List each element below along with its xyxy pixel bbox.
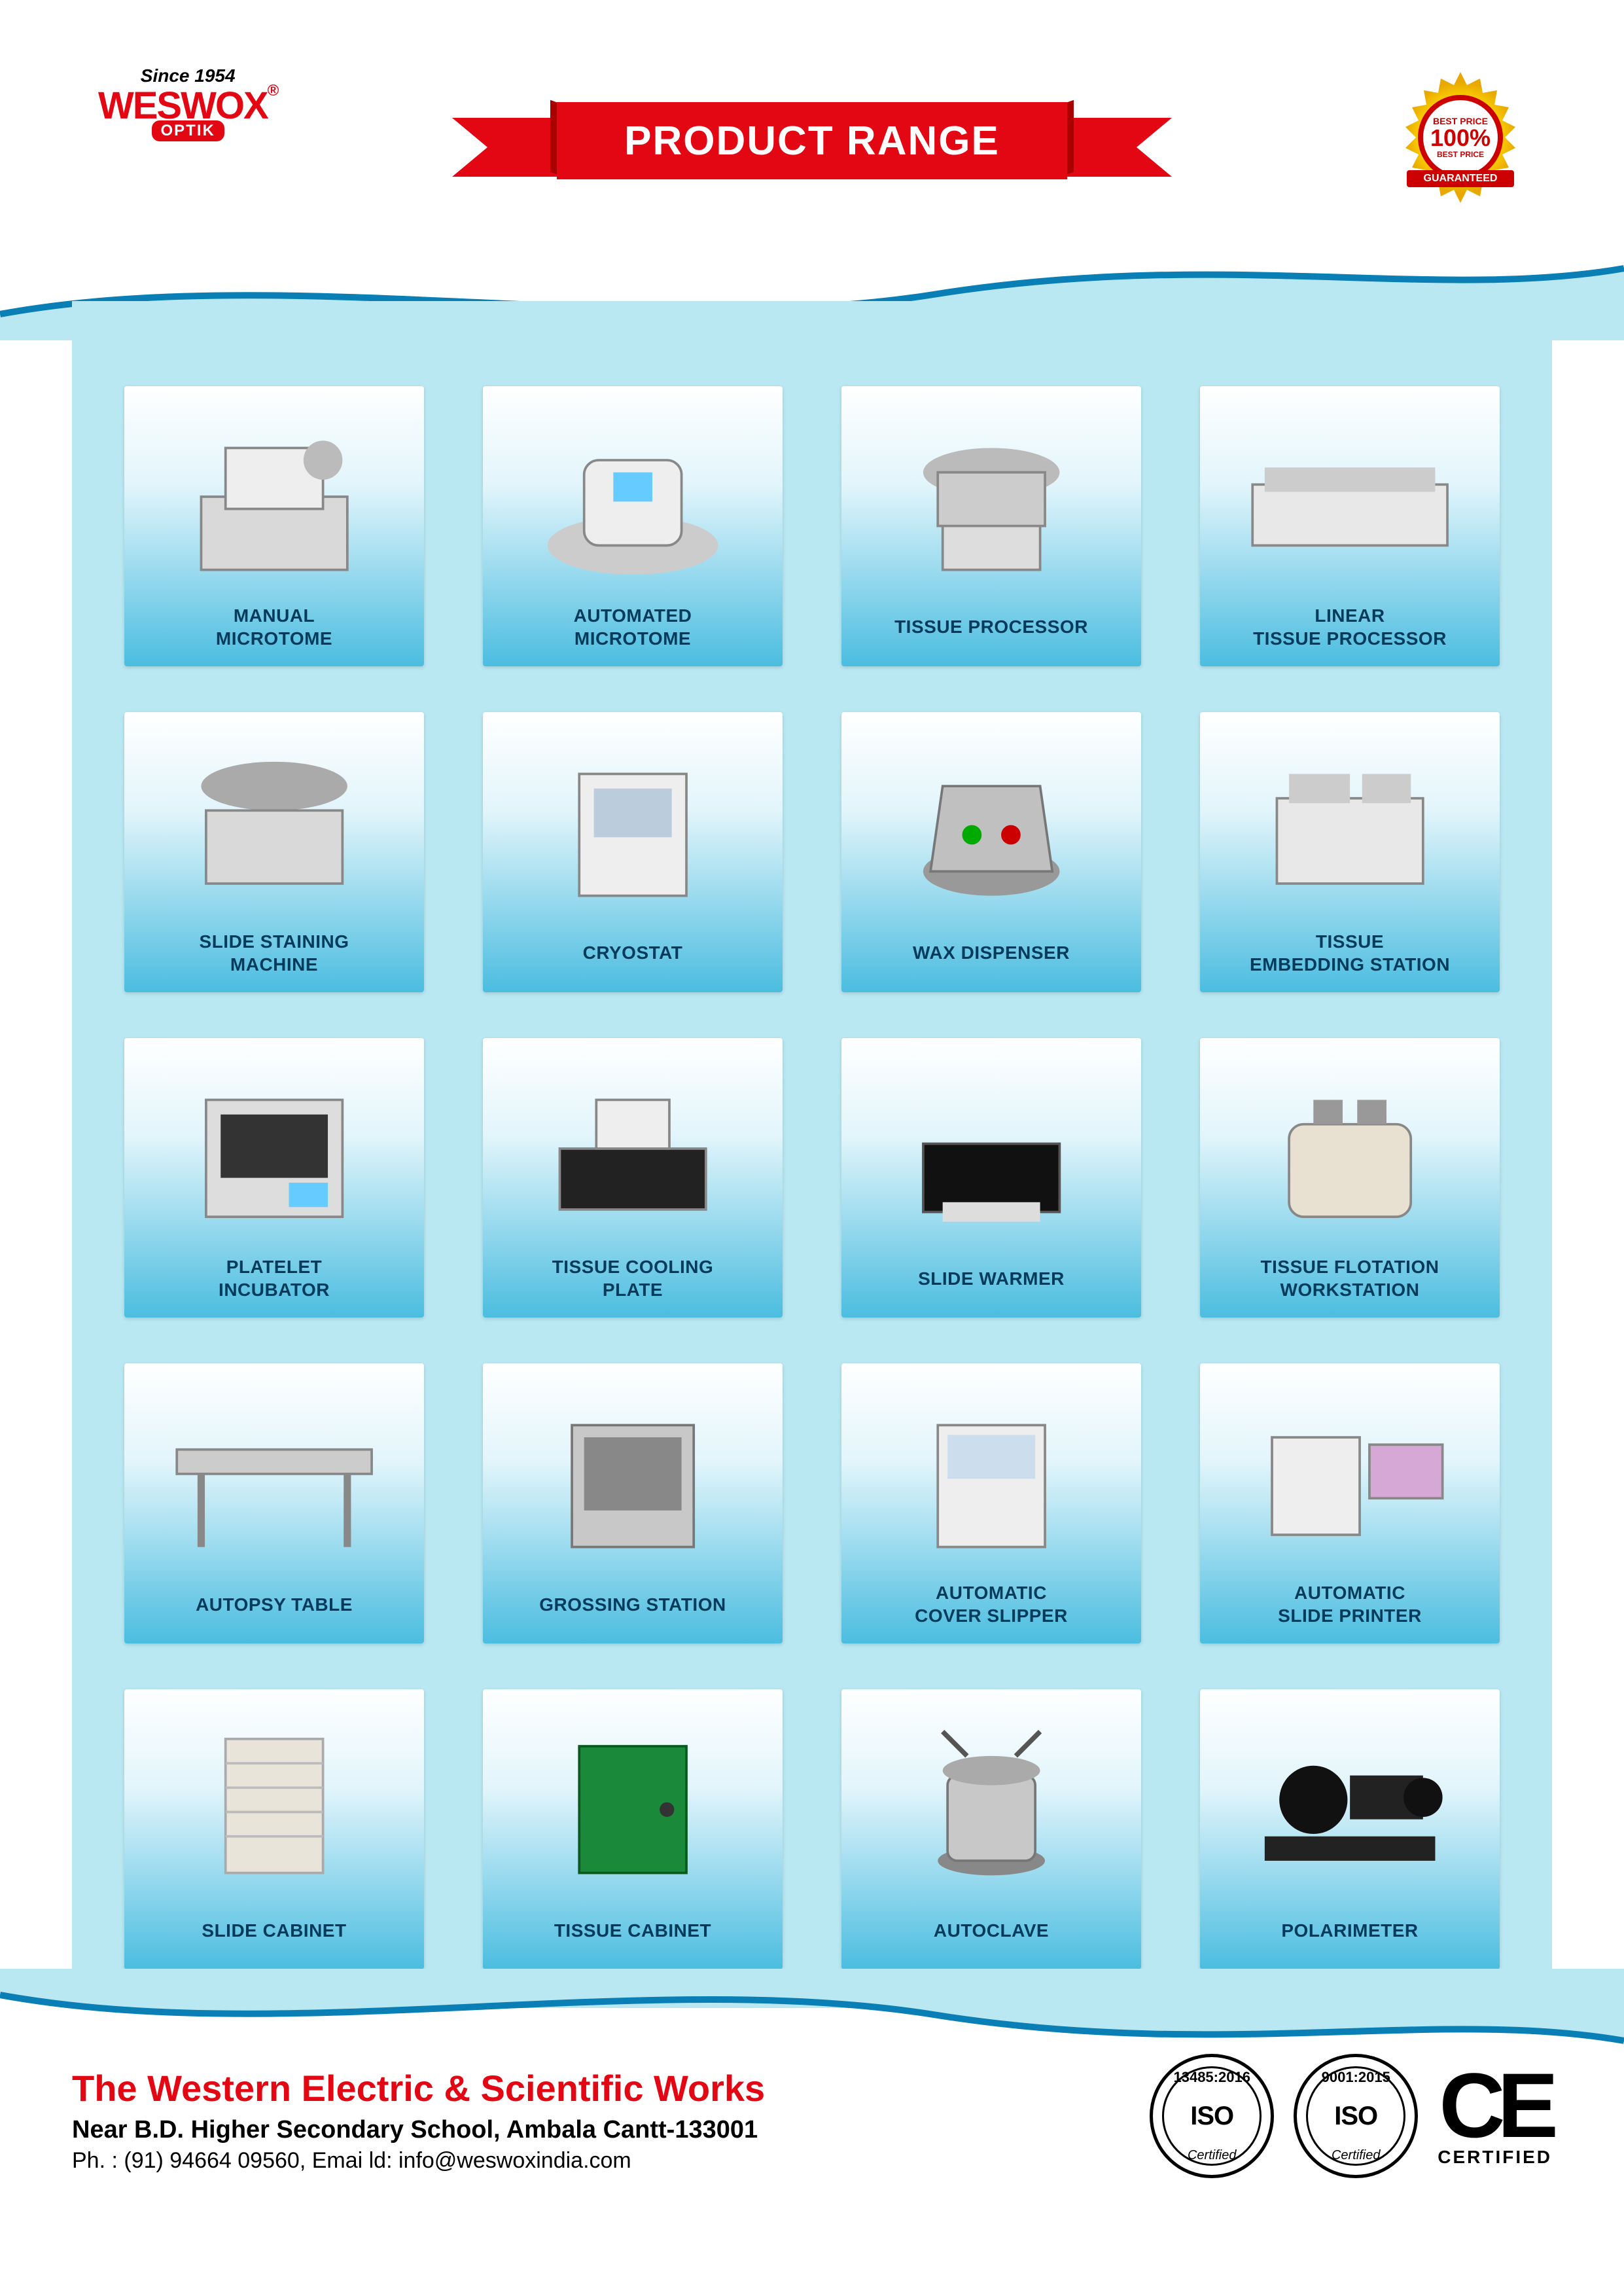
product-image-icon [152, 399, 396, 594]
product-label: TISSUE FLOTATIONWORKSTATION [1261, 1255, 1439, 1302]
product-label: SLIDE CABINET [202, 1907, 346, 1954]
product-card: SLIDE CABINET [124, 1689, 424, 1969]
product-card: CRYOSTAT [483, 712, 783, 992]
product-label: AUTOPSY TABLE [196, 1581, 353, 1628]
product-label: AUTOMATEDMICROTOME [574, 603, 692, 651]
logo-block: Since 1954 WESWOX® OPTIK [98, 65, 277, 141]
product-card: GROSSING STATION [483, 1363, 783, 1643]
ribbon-title: PRODUCT RANGE [624, 118, 1000, 164]
product-label: PLATELETINCUBATOR [219, 1255, 330, 1302]
reg-mark: ® [268, 82, 278, 99]
page: Since 1954 WESWOX® OPTIK PRODUCT RANGE B… [0, 0, 1624, 2296]
product-card: WAX DISPENSER [841, 712, 1141, 992]
product-card: SLIDE WARMER [841, 1038, 1141, 1318]
product-card: PLATELETINCUBATOR [124, 1038, 424, 1318]
product-label: SLIDE WARMER [918, 1255, 1065, 1302]
product-image-icon [152, 1702, 396, 1897]
product-image-icon [870, 1051, 1113, 1246]
product-card: AUTOMATICCOVER SLIPPER [841, 1363, 1141, 1643]
badge-percent: 100% [1430, 126, 1491, 150]
since-text: Since 1954 [98, 65, 277, 86]
footer: The Western Electric & Scientific Works … [72, 2067, 1552, 2237]
product-label: AUTOMATICSLIDE PRINTER [1278, 1581, 1422, 1628]
badge-banner: GUARANTEED [1407, 170, 1514, 187]
product-label: TISSUEEMBEDDING STATION [1250, 929, 1450, 977]
product-image-icon [1228, 725, 1472, 920]
product-label: CRYOSTAT [583, 929, 683, 977]
product-label: AUTOMATICCOVER SLIPPER [915, 1581, 1068, 1628]
product-card: TISSUE CABINET [483, 1689, 783, 1969]
product-label: WAX DISPENSER [913, 929, 1070, 977]
product-image-icon [1228, 1376, 1472, 1571]
product-card: SLIDE STAININGMACHINE [124, 712, 424, 992]
brand-text: WESWOX [98, 84, 268, 127]
product-label: SLIDE STAININGMACHINE [200, 929, 349, 977]
product-label: GROSSING STATION [539, 1581, 726, 1628]
iso-9001-badge: 9001:2015 ISO Certified [1294, 2054, 1418, 2178]
product-card: LINEARTISSUE PROCESSOR [1200, 386, 1500, 666]
product-card: TISSUEEMBEDDING STATION [1200, 712, 1500, 992]
product-card: TISSUE FLOTATIONWORKSTATION [1200, 1038, 1500, 1318]
product-image-icon [152, 1051, 396, 1246]
product-image-icon [511, 725, 754, 920]
iso2-std: 9001:2015 [1322, 2069, 1390, 2086]
badge-mid-text: BEST PRICE [1437, 150, 1484, 159]
iso1-std: 13485:2016 [1173, 2069, 1250, 2086]
iso2-bot: Certified [1332, 2148, 1380, 2163]
product-card: AUTOMATICSLIDE PRINTER [1200, 1363, 1500, 1643]
product-image-icon [511, 399, 754, 594]
certifications: 13485:2016 ISO Certified 9001:2015 ISO C… [1150, 2054, 1552, 2178]
product-image-icon [152, 1376, 396, 1571]
product-card: POLARIMETER [1200, 1689, 1500, 1969]
product-image-icon [511, 1702, 754, 1897]
product-label: MANUALMICROTOME [216, 603, 332, 651]
product-image-icon [1228, 399, 1472, 594]
product-image-icon [1228, 1051, 1472, 1246]
product-card: AUTOPSY TABLE [124, 1363, 424, 1643]
product-label: TISSUE PROCESSOR [894, 603, 1088, 651]
header: Since 1954 WESWOX® OPTIK PRODUCT RANGE B… [72, 65, 1552, 249]
product-grid: MANUALMICROTOME AUTOMATEDMICROTOME TISSUE … [124, 386, 1500, 1969]
iso1-bot: Certified [1188, 2148, 1236, 2163]
ribbon-main: PRODUCT RANGE [557, 98, 1067, 183]
product-card: MANUALMICROTOME [124, 386, 424, 666]
product-card: TISSUE PROCESSOR [841, 386, 1141, 666]
product-label: LINEARTISSUE PROCESSOR [1253, 603, 1447, 651]
product-label: TISSUE COOLINGPLATE [552, 1255, 714, 1302]
iso1-mid: ISO [1190, 2102, 1233, 2131]
product-image-icon [1228, 1702, 1472, 1897]
iso2-mid: ISO [1334, 2102, 1377, 2131]
product-label: POLARIMETER [1281, 1907, 1418, 1954]
ce-certified-text: CERTIFIED [1438, 2147, 1552, 2168]
product-card: AUTOCLAVE [841, 1689, 1141, 1969]
product-image-icon [152, 725, 396, 920]
guarantee-badge: BEST PRICE 100% BEST PRICE GUARANTEED [1395, 72, 1526, 203]
title-ribbon: PRODUCT RANGE [452, 92, 1172, 190]
product-label: AUTOCLAVE [934, 1907, 1049, 1954]
product-image-icon [870, 399, 1113, 594]
ce-block: CE CERTIFIED [1438, 2064, 1552, 2168]
product-image-icon [870, 1376, 1113, 1571]
product-card: TISSUE COOLINGPLATE [483, 1038, 783, 1318]
iso-13485-badge: 13485:2016 ISO Certified [1150, 2054, 1274, 2178]
product-image-icon [870, 725, 1113, 920]
product-image-icon [511, 1376, 754, 1571]
product-card: AUTOMATEDMICROTOME [483, 386, 783, 666]
content-area: MANUALMICROTOME AUTOMATEDMICROTOME TISSUE … [72, 301, 1552, 2008]
badge-inner: BEST PRICE 100% BEST PRICE [1418, 95, 1503, 180]
product-image-icon [870, 1702, 1113, 1897]
ce-mark-icon: CE [1438, 2064, 1552, 2147]
product-image-icon [511, 1051, 754, 1246]
brand-name: WESWOX® [98, 89, 277, 123]
product-label: TISSUE CABINET [554, 1907, 711, 1954]
